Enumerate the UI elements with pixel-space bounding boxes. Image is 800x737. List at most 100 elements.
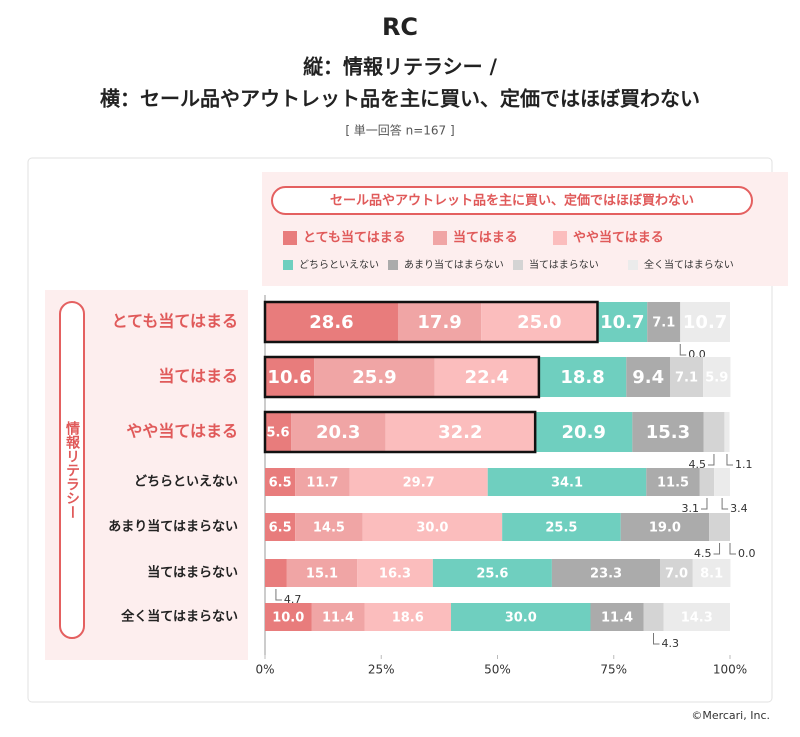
bar-segment xyxy=(311,603,365,631)
bar-segment xyxy=(434,357,539,397)
value-label: 5.6 xyxy=(267,426,290,441)
value-label: 20.9 xyxy=(562,422,606,443)
value-label: 25.6 xyxy=(476,567,508,582)
bar-segment xyxy=(295,468,350,496)
highlight-outline xyxy=(263,355,541,399)
value-label: 10.7 xyxy=(683,312,727,333)
value-label: 4.5 xyxy=(688,458,706,471)
value-label: 9.4 xyxy=(632,367,664,388)
chart-subtitle: 横：セール品やアウトレット品を主に買い、定価ではほぼ買わない xyxy=(100,87,700,111)
value-label: 25.9 xyxy=(352,367,396,388)
chart-title: 縦：情報リテラシー / xyxy=(303,55,498,79)
bar-segment xyxy=(362,513,503,541)
bar-segment xyxy=(451,603,591,631)
bar-segment xyxy=(265,603,312,631)
bar-segment xyxy=(626,357,671,397)
legend-label: やや当てはまる xyxy=(573,230,664,246)
legend-title-pill xyxy=(271,186,753,215)
value-label: 10.7 xyxy=(600,312,644,333)
callout-line xyxy=(721,498,729,510)
row-label: 全く当てはまらない xyxy=(120,609,238,625)
x-tick-label: 50% xyxy=(484,663,511,677)
value-label: 10.6 xyxy=(267,367,311,388)
value-label: 25.0 xyxy=(517,312,561,333)
legend-swatch xyxy=(388,260,398,270)
value-label: 1.1 xyxy=(735,458,753,471)
sample-note: [ 単一回答 n=167 ] xyxy=(345,123,454,138)
value-label: 23.3 xyxy=(590,567,622,582)
row-label: 当てはまる xyxy=(158,367,238,386)
value-label: 14.5 xyxy=(313,521,345,536)
bar-segment xyxy=(703,412,725,452)
value-label: 4.5 xyxy=(694,547,712,560)
bar-segment xyxy=(265,302,398,342)
value-label: 7.1 xyxy=(652,316,675,331)
value-label: 32.2 xyxy=(438,422,482,443)
bar-segment xyxy=(487,468,647,496)
bar-segment xyxy=(646,468,700,496)
value-label: 4.3 xyxy=(662,637,680,650)
row-label: どちらといえない xyxy=(134,475,238,490)
bar-segment xyxy=(385,412,536,452)
bar-segment xyxy=(663,603,730,631)
value-label: 25.5 xyxy=(545,521,577,536)
value-label: 11.7 xyxy=(306,476,338,491)
y-axis-label: 情報リテラシー xyxy=(64,420,80,519)
value-label: 7.0 xyxy=(665,567,688,582)
y-label-pill xyxy=(59,301,85,639)
bar-segment xyxy=(709,513,730,541)
legend-title: セール品やアウトレット品を主に買い、定価ではほぼ買わない xyxy=(330,193,694,209)
bar-segment xyxy=(620,513,710,541)
bar-segment xyxy=(314,357,435,397)
value-label: 6.5 xyxy=(269,476,292,491)
bar-segment xyxy=(670,357,704,397)
x-tick-label: 0% xyxy=(255,663,274,677)
bar-segment xyxy=(692,559,731,587)
bar-segment xyxy=(265,513,296,541)
x-tick-label: 75% xyxy=(600,663,627,677)
bar-segment xyxy=(724,412,730,452)
legend-label: 当てはまる xyxy=(453,230,518,246)
callout-line xyxy=(729,543,736,555)
value-label: 22.4 xyxy=(465,367,509,388)
bar-segment xyxy=(265,559,287,587)
bar-segment xyxy=(551,559,661,587)
value-label: 20.3 xyxy=(316,422,360,443)
value-label: 6.5 xyxy=(269,521,292,536)
highlight-outline xyxy=(263,300,599,344)
callout-line xyxy=(707,454,715,466)
bar-segment xyxy=(481,302,598,342)
callout-line xyxy=(275,589,282,601)
legend-swatch xyxy=(283,231,297,245)
legend-label: 当てはまらない xyxy=(529,258,599,271)
legend-swatch xyxy=(283,260,293,270)
bar-segment xyxy=(265,468,296,496)
legend-label: とても当てはまる xyxy=(303,230,406,246)
value-label: 30.0 xyxy=(505,611,537,626)
bar-segment xyxy=(680,302,730,342)
callout-line xyxy=(700,498,708,510)
highlight-outline xyxy=(263,410,537,454)
bar-segment xyxy=(295,513,363,541)
x-tick-label: 100% xyxy=(713,663,747,677)
bar-segment xyxy=(357,559,433,587)
bar-segment xyxy=(643,603,664,631)
bar-segment xyxy=(714,468,730,496)
logo: RC xyxy=(382,13,418,41)
value-label: 15.3 xyxy=(646,422,690,443)
bar-segment xyxy=(349,468,488,496)
legend-swatch xyxy=(433,231,447,245)
value-label: 15.1 xyxy=(306,567,338,582)
value-label: 16.3 xyxy=(379,567,411,582)
bar-segment xyxy=(535,412,633,452)
value-label: 29.7 xyxy=(403,476,435,491)
bar-segment xyxy=(265,412,292,452)
bar-segment xyxy=(364,603,451,631)
value-label: 11.4 xyxy=(601,611,633,626)
value-label: 4.7 xyxy=(284,593,302,606)
bar-segment xyxy=(660,559,693,587)
callout-line xyxy=(679,344,687,356)
value-label: 0.0 xyxy=(738,547,756,560)
